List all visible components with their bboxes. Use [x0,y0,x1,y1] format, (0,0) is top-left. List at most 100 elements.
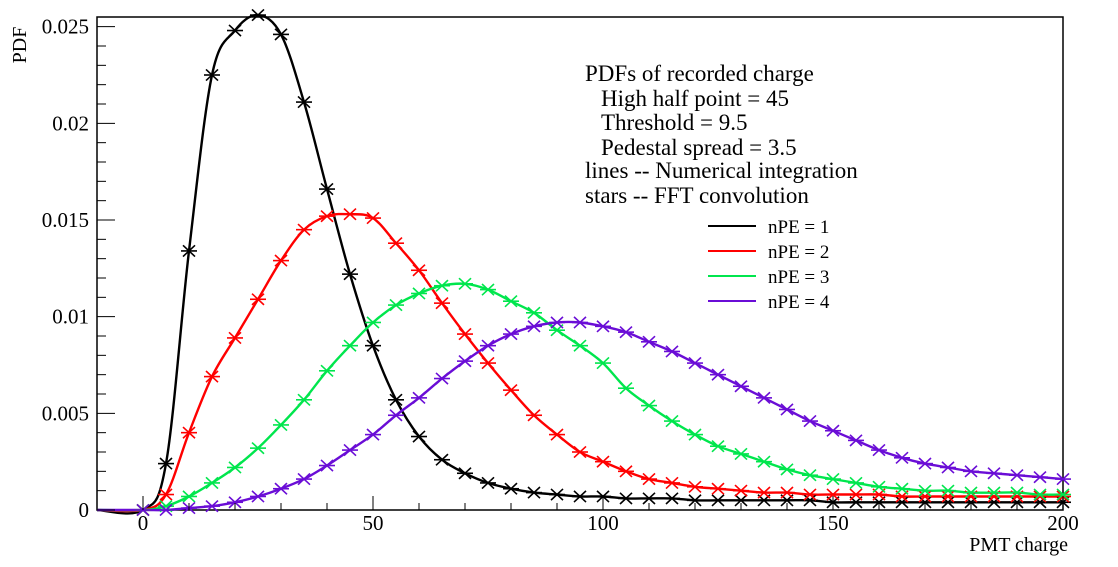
data-point-npe-4 [779,403,795,416]
data-point-npe-3 [595,356,611,370]
data-point-npe-4 [319,459,335,472]
data-point-npe-2 [296,223,312,236]
annotation-title: PDFs of recorded charge [585,61,814,86]
data-point-npe-3 [710,440,726,453]
data-point-npe-3 [411,287,427,300]
data-point-npe-2 [434,296,450,310]
annotation-threshold: Threshold = 9.5 [601,110,747,135]
data-point-npe-4 [825,424,841,437]
data-point-npe-1 [572,490,588,503]
data-point-npe-4 [342,443,358,457]
data-point-npe-2 [549,428,565,441]
data-point-npe-2 [802,488,818,501]
data-point-npe-2 [158,488,174,501]
data-point-npe-3 [526,306,542,319]
data-point-npe-4 [986,467,1002,480]
annotation-high-half-point: High half point = 45 [601,86,789,111]
data-point-npe-1 [388,393,404,406]
data-point-npe-4 [411,391,427,405]
data-point-npe-2 [227,331,243,345]
data-point-npe-1 [641,492,657,505]
data-point-npe-3 [1009,486,1025,499]
data-point-npe-4 [756,391,772,405]
data-point-npe-1 [434,453,450,466]
data-point-npe-1 [181,244,197,258]
data-point-npe-4 [549,316,565,329]
data-point-npe-3 [227,461,243,474]
series-line-npe-4 [97,320,1064,512]
data-point-npe-1 [526,486,542,499]
data-point-npe-1 [457,467,473,480]
data-point-npe-2 [572,445,588,459]
data-point-npe-3 [457,277,473,290]
data-point-npe-4 [618,325,634,339]
series-markers [135,8,1071,517]
data-point-npe-4 [687,356,703,370]
data-point-npe-2 [664,476,680,490]
data-point-npe-1 [227,24,243,37]
data-point-npe-3 [365,316,381,329]
x-axis-title: PMT charge [969,534,1068,556]
legend: nPE = 1 nPE = 2 nPE = 3 nPE = 4 [708,217,830,313]
series-line-npe-2 [96,212,1063,513]
data-point-npe-1 [503,482,519,495]
data-point-npe-4 [434,372,450,385]
data-point-npe-3 [319,364,335,377]
data-point-npe-4 [894,451,910,464]
data-point-npe-2 [1032,490,1048,503]
data-point-npe-1 [664,492,680,505]
data-point-npe-2 [871,488,887,501]
data-point-npe-2 [894,490,910,503]
data-point-npe-3 [871,480,887,493]
data-point-npe-3 [296,393,312,406]
data-point-npe-3 [963,486,979,499]
data-point-npe-4 [710,368,726,381]
data-point-npe-4 [227,496,243,509]
data-point-npe-4 [365,428,381,441]
data-point-npe-4 [1009,469,1025,482]
data-point-npe-2 [756,486,772,499]
data-point-npe-2 [388,237,404,250]
x-axis-ticks: 0 50 100 150 200 [96,496,1079,535]
y-axis-ticks: 0 0.005 0.01 0.015 0.02 0.025 [42,15,115,522]
data-point-npe-2 [710,482,726,495]
data-point-npe-2 [273,254,289,267]
data-point-npe-4 [296,472,312,486]
data-point-npe-2 [480,356,496,370]
data-point-npe-2 [250,293,266,306]
data-point-npe-4 [250,490,266,503]
x-tick-label: 50 [363,511,384,535]
data-point-npe-2 [733,484,749,497]
plot-frame [96,16,1064,511]
data-point-npe-3 [687,428,703,441]
data-point-npe-2 [618,465,634,478]
data-point-npe-3 [756,455,772,468]
data-point-npe-3 [181,490,197,503]
y-tick-label: 0.025 [42,15,89,39]
legend-label-npe-1: nPE = 1 [768,217,829,238]
data-point-npe-1 [710,494,726,507]
series-line-npe-1 [96,13,1063,515]
data-point-npe-3 [641,399,657,412]
data-point-npe-3 [503,295,519,308]
data-point-npe-3 [1032,488,1048,501]
data-point-npe-2 [204,370,220,383]
y-tick-label: 0 [79,498,90,522]
data-point-npe-1 [756,494,772,507]
data-point-npe-2 [457,327,473,341]
data-point-npe-1 [342,267,358,281]
x-tick-label: 200 [1047,511,1079,535]
data-point-npe-1 [687,494,703,507]
data-point-npe-3 [986,486,1002,499]
legend-label-npe-3: nPE = 3 [768,267,829,288]
data-point-npe-3 [572,339,588,352]
data-point-npe-4 [204,499,220,513]
data-point-npe-4 [158,503,174,517]
data-point-npe-3 [342,339,358,352]
data-point-npe-4 [848,434,864,447]
data-point-npe-3 [273,418,289,432]
data-point-npe-2 [848,488,864,501]
y-tick-label: 0.005 [42,401,89,425]
data-point-npe-1 [411,430,427,443]
